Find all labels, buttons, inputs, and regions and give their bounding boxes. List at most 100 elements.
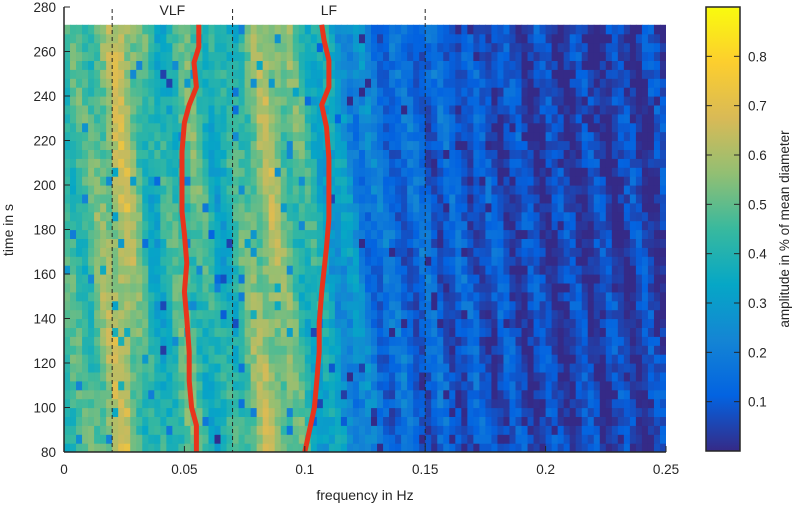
heatmap-cell [358, 274, 366, 284]
heatmap-cell [100, 60, 107, 70]
heatmap-cell [346, 354, 354, 364]
heatmap-cell [377, 149, 384, 159]
heatmap-cell [106, 42, 113, 53]
heatmap-cell [635, 354, 643, 364]
heatmap-cell [274, 345, 282, 355]
heatmap-cell [605, 211, 613, 222]
heatmap-cell [244, 309, 252, 320]
heatmap-cell [268, 33, 276, 44]
heatmap-cell [208, 158, 216, 168]
heatmap-cell [605, 176, 613, 186]
heatmap-cell [340, 131, 348, 142]
heatmap-cell [635, 42, 643, 53]
heatmap-cell [286, 309, 294, 320]
heatmap-cell [352, 158, 360, 168]
heatmap-cell [407, 140, 414, 150]
heatmap-cell [449, 149, 456, 159]
heatmap-cell [82, 158, 89, 168]
heatmap-cell [653, 140, 661, 150]
heatmap-cell [124, 407, 131, 417]
heatmap-cell [575, 158, 583, 168]
heatmap-cell [70, 407, 77, 417]
heatmap-cell [106, 193, 113, 204]
heatmap-cell [268, 389, 276, 400]
heatmap-cell [64, 443, 71, 452]
heatmap-cell [449, 158, 456, 168]
heatmap-cell [178, 51, 185, 61]
heatmap-cell [473, 443, 480, 452]
heatmap-cell [304, 300, 312, 311]
heatmap-cell [539, 158, 547, 168]
heatmap-cell [413, 291, 420, 302]
heatmap-cell [605, 265, 613, 275]
heatmap-cell [509, 425, 517, 435]
heatmap-cell [581, 202, 589, 213]
heatmap-cell [232, 425, 240, 435]
heatmap-cell [256, 291, 264, 302]
heatmap-cell [629, 309, 637, 320]
heatmap-cell [286, 211, 294, 222]
heatmap-cell [82, 238, 89, 248]
heatmap-cell [455, 318, 462, 328]
heatmap-cell [358, 158, 366, 168]
heatmap-cell [112, 327, 119, 337]
heatmap-cell [220, 122, 228, 133]
heatmap-cell [226, 202, 234, 213]
heatmap-cell [220, 51, 228, 61]
heatmap-cell [455, 131, 462, 142]
heatmap-cell [581, 407, 589, 417]
heatmap-cell [100, 229, 107, 239]
heatmap-cell [202, 398, 210, 409]
heatmap-cell [581, 96, 589, 106]
heatmap-cell [286, 282, 294, 293]
heatmap-cell [503, 425, 511, 435]
heatmap-cell [274, 336, 282, 346]
heatmap-cell [527, 282, 535, 293]
heatmap-cell [377, 407, 384, 417]
heatmap-cell [352, 265, 360, 275]
heatmap-cell [250, 96, 258, 106]
heatmap-cell [220, 363, 228, 373]
heatmap-cell [605, 300, 613, 311]
heatmap-cell [569, 167, 577, 177]
heatmap-cell [581, 113, 589, 124]
heatmap-cell [461, 158, 468, 168]
heatmap-cell [148, 202, 155, 213]
heatmap-cell [515, 211, 523, 222]
heatmap-cell [563, 318, 571, 328]
heatmap-cell [124, 24, 131, 35]
heatmap-cell [527, 78, 535, 88]
heatmap-cell [334, 309, 342, 320]
heatmap-cell [82, 167, 89, 177]
heatmap-cell [587, 211, 595, 222]
heatmap-cell [202, 104, 210, 115]
heatmap-cell [334, 327, 342, 337]
heatmap-cell [220, 336, 228, 346]
heatmap-cell [611, 291, 619, 302]
heatmap-cell [443, 318, 450, 328]
heatmap-cell [443, 176, 450, 186]
heatmap-cell [322, 434, 330, 444]
heatmap-cell [635, 185, 643, 195]
heatmap-cell [635, 60, 643, 70]
heatmap-cell [172, 51, 179, 61]
heatmap-cell [304, 51, 312, 61]
heatmap-cell [617, 69, 625, 79]
heatmap-cell [503, 291, 511, 302]
heatmap-cell [70, 122, 77, 133]
heatmap-cell [551, 158, 559, 168]
heatmap-cell [160, 238, 167, 248]
heatmap-cell [208, 416, 216, 426]
heatmap-cell [238, 354, 246, 364]
heatmap-cell [539, 318, 547, 328]
heatmap-cell [310, 247, 318, 257]
heatmap-cell [371, 96, 378, 106]
heatmap-cell [539, 185, 547, 195]
heatmap-cell [647, 407, 655, 417]
heatmap-cell [461, 167, 468, 177]
heatmap-cell [352, 247, 360, 257]
heatmap-cell [316, 443, 324, 452]
heatmap-cell [322, 104, 330, 115]
heatmap-cell [365, 87, 372, 97]
heatmap-cell [274, 354, 282, 364]
